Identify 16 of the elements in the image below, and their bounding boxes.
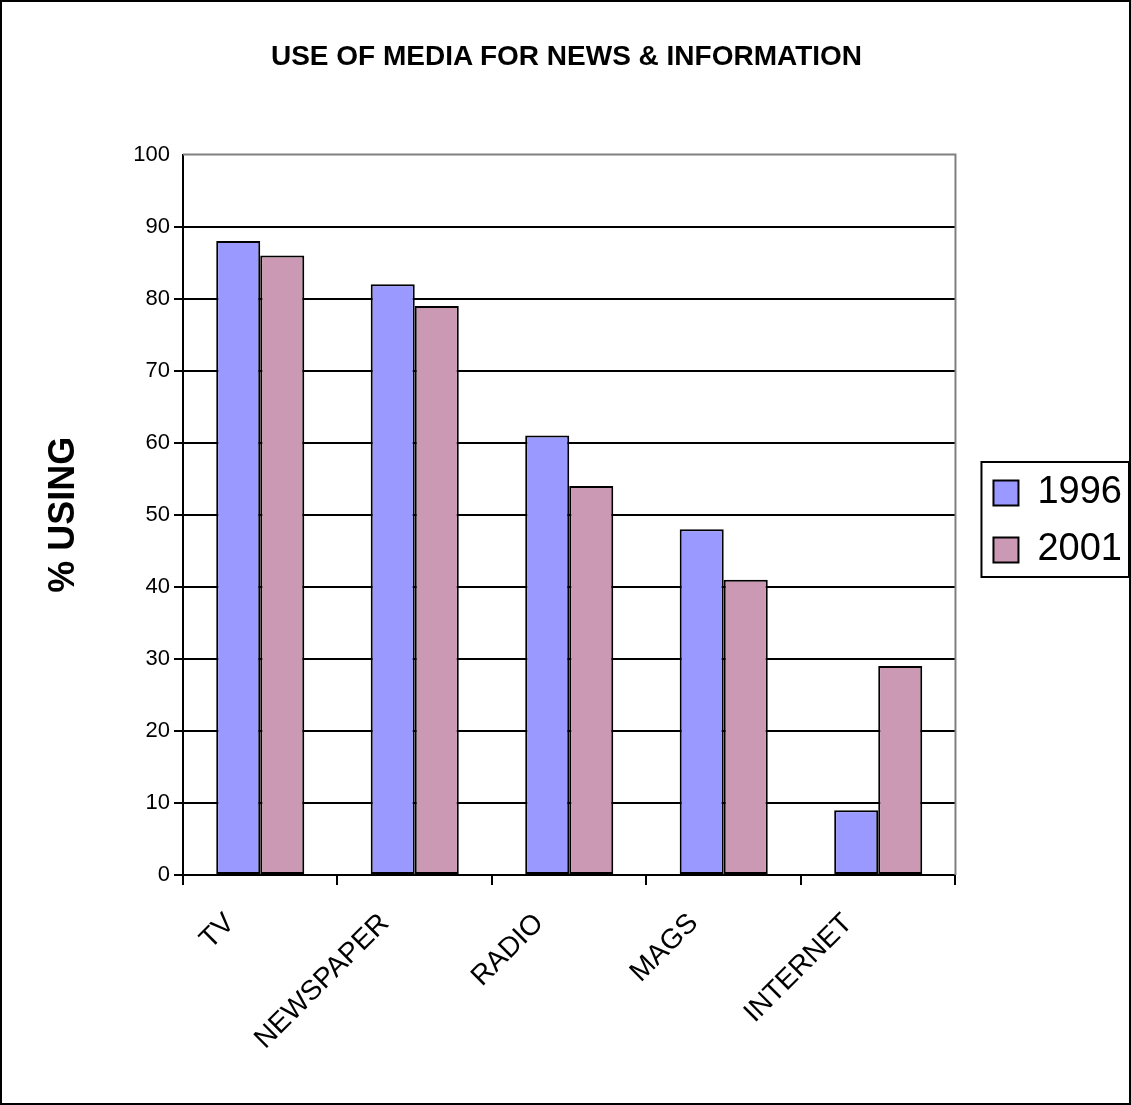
y-tick-label: 60 xyxy=(145,428,170,454)
y-tick-label: 40 xyxy=(145,572,170,598)
legend-label: 2001 xyxy=(1037,526,1123,569)
y-tick-label: 90 xyxy=(145,212,170,238)
y-tick-label: 80 xyxy=(145,284,170,310)
y-tick-label: 100 xyxy=(133,140,170,166)
x-tick-label: TV xyxy=(192,906,241,954)
chart-title: USE OF MEDIA FOR NEWS & INFORMATION xyxy=(270,39,863,71)
y-axis-title: % USING xyxy=(40,436,82,593)
y-tick-label: 30 xyxy=(145,644,170,670)
y-tick-label: 0 xyxy=(157,861,170,887)
y-tick-label: 10 xyxy=(145,789,170,815)
legend-label: 1996 xyxy=(1037,469,1123,512)
y-tick-label: 50 xyxy=(145,500,170,526)
y-tick-label: 70 xyxy=(145,356,170,382)
y-tick-label: 20 xyxy=(145,716,170,742)
